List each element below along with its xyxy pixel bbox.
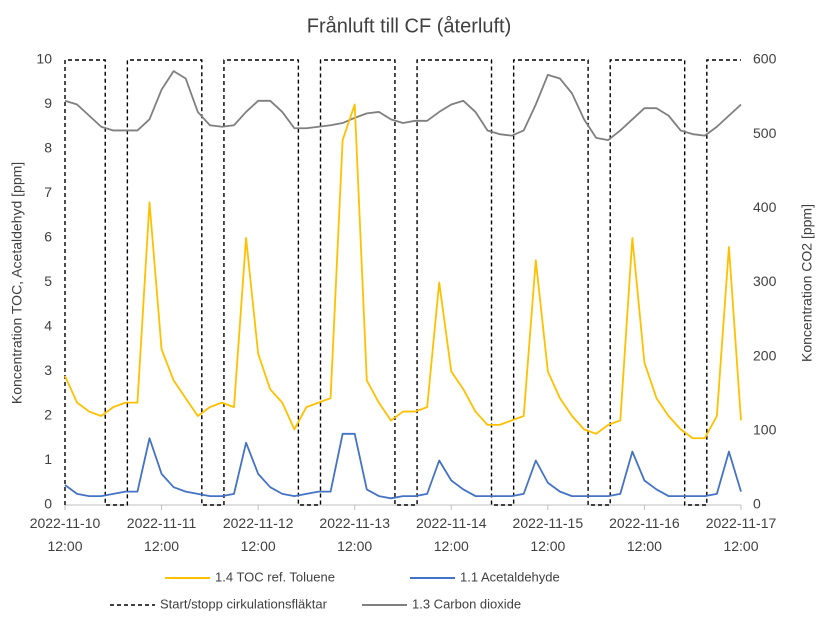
x-tick-label: 2022-11-10 12:00: [29, 515, 101, 554]
y-tick-label: 5: [44, 273, 52, 289]
y-tick-label: 0: [44, 496, 52, 512]
legend-label: 1.1 Acetaldehyde: [460, 569, 560, 584]
x-tick-label: 2022-11-14 12:00: [415, 515, 487, 554]
x-tick-label: 2022-11-16 12:00: [609, 515, 680, 554]
y-tick-label: 7: [44, 184, 52, 200]
y-tick-label: 3: [44, 362, 52, 378]
legend-label: 1.3 Carbon dioxide: [412, 596, 521, 611]
y-tick-label: 4: [44, 318, 52, 334]
y2-axis-title: Koncentration CO2 [ppm]: [799, 204, 815, 362]
series-line: [64, 432, 742, 500]
y-tick-label: 8: [44, 140, 52, 156]
y2-tick-label: 0: [753, 496, 761, 512]
y-axis-title: Koncentration TOC, Acetaldehyd [ppm]: [9, 162, 25, 404]
y-tick-label: 10: [36, 51, 52, 67]
y2-tick-label: 300: [753, 273, 777, 289]
y-tick-label: 2: [44, 407, 52, 423]
y-tick-label: 6: [44, 229, 52, 245]
x-tick-label: 2022-11-13 12:00: [319, 515, 390, 554]
y2-tick-label: 600: [753, 51, 777, 67]
series-line: [64, 59, 741, 506]
x-tick-label: 2022-11-15 12:00: [512, 515, 584, 554]
y2-tick-label: 400: [753, 199, 777, 215]
y2-tick-label: 500: [753, 125, 777, 141]
x-tick-label: 2022-11-17 12:00: [705, 515, 777, 554]
y2-tick-label: 100: [753, 422, 777, 438]
legend-label: Start/stopp cirkulationsfläktar: [160, 596, 328, 611]
y2-tick-label: 200: [753, 347, 777, 363]
series-line: [64, 70, 742, 141]
y-tick-label: 9: [44, 95, 52, 111]
x-tick-label: 2022-11-11 12:00: [126, 515, 197, 554]
x-tick-label: 2022-11-12 12:00: [222, 515, 294, 554]
series-line: [64, 103, 742, 440]
legend-label: 1.4 TOC ref. Toluene: [215, 569, 335, 584]
y-tick-label: 1: [44, 451, 52, 467]
chart-title: Frånluft till CF (återluft): [307, 15, 511, 37]
